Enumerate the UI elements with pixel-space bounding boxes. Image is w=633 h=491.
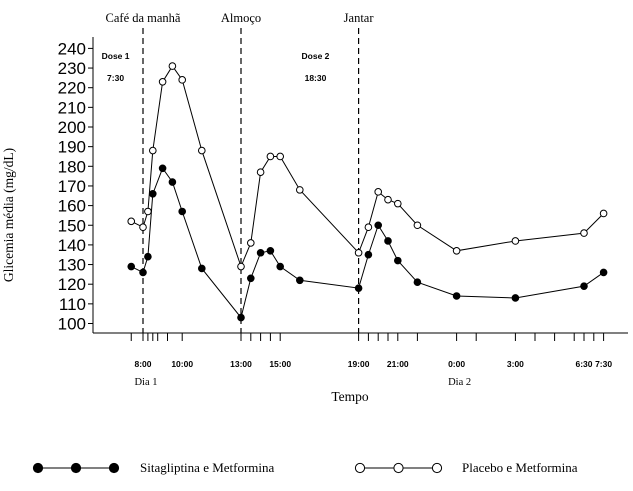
y-tick-label: 210	[58, 98, 86, 117]
data-point-placebo	[580, 229, 588, 237]
x-tick-label: 21:00	[387, 359, 409, 369]
data-point-sitagliptina	[139, 268, 147, 277]
data-point-placebo	[158, 78, 167, 86]
data-point-sitagliptina	[149, 190, 157, 198]
y-tick-label: 220	[58, 79, 86, 98]
data-point-placebo	[276, 152, 285, 161]
y-tick-label: 180	[58, 157, 86, 176]
data-point-sitagliptina	[296, 276, 304, 285]
y-tick-label: 240	[58, 39, 86, 58]
y-tick-label: 230	[58, 59, 86, 78]
meal-label: Café da manhã	[106, 11, 181, 25]
y-tick-label: 110	[59, 295, 86, 314]
legend-marker	[108, 462, 120, 474]
legend-label: Placebo e Metformina	[462, 460, 578, 475]
legend-marker	[32, 462, 44, 474]
x-tick-label: 10:00	[171, 359, 193, 369]
x-tick-label: 7:30	[595, 359, 612, 369]
legend-marker	[431, 462, 443, 474]
y-tick-label: 150	[58, 216, 86, 235]
data-point-placebo	[198, 146, 206, 155]
data-point-sitagliptina	[599, 268, 608, 277]
legend-marker	[70, 462, 82, 474]
data-point-sitagliptina	[237, 313, 245, 322]
data-point-placebo	[149, 146, 157, 155]
day-label: Dia 1	[134, 377, 157, 388]
data-point-placebo	[374, 188, 383, 196]
y-tick-label: 160	[58, 197, 86, 216]
data-point-sitagliptina	[266, 246, 275, 255]
y-tick-label: 130	[58, 256, 86, 275]
data-point-placebo	[237, 262, 245, 271]
data-point-placebo	[168, 62, 177, 70]
data-point-sitagliptina	[178, 207, 186, 216]
x-tick-label: 19:00	[348, 359, 370, 369]
data-point-placebo	[266, 152, 275, 161]
data-point-sitagliptina	[413, 278, 422, 287]
data-point-placebo	[247, 239, 255, 247]
x-tick-label: 3:00	[507, 359, 524, 369]
dose-label: Dose 1	[102, 51, 130, 61]
data-point-sitagliptina	[256, 248, 265, 257]
meal-label: Almoço	[221, 11, 261, 25]
data-point-placebo	[394, 199, 402, 208]
data-point-sitagliptina	[144, 252, 152, 261]
x-tick-label: 8:00	[134, 359, 151, 369]
series-line-sitagliptina	[131, 167, 604, 319]
y-tick-label: 100	[58, 315, 86, 334]
legend-marker	[393, 462, 404, 474]
dose-time: 7:30	[107, 73, 124, 83]
data-point-sitagliptina	[374, 221, 383, 230]
data-point-sitagliptina	[364, 250, 373, 259]
data-point-placebo	[139, 223, 147, 232]
data-point-sitagliptina	[354, 284, 363, 292]
data-point-sitagliptina	[580, 282, 588, 290]
y-tick-label: 170	[58, 177, 86, 196]
data-point-placebo	[413, 221, 422, 230]
data-point-sitagliptina	[127, 262, 136, 271]
y-tick-label: 120	[58, 275, 86, 294]
x-tick-label: 0:00	[448, 359, 465, 369]
data-point-placebo	[364, 223, 373, 232]
data-point-placebo	[384, 195, 392, 204]
series-line-placebo	[131, 65, 604, 268]
data-point-placebo	[599, 209, 608, 218]
day-label: Dia 2	[448, 377, 471, 388]
data-point-sitagliptina	[198, 264, 206, 273]
data-point-sitagliptina	[511, 294, 520, 302]
data-point-placebo	[127, 217, 136, 226]
dose-time: 18:30	[305, 73, 327, 83]
data-point-placebo	[256, 168, 265, 176]
meal-label: Jantar	[344, 11, 375, 25]
data-point-placebo	[178, 76, 186, 84]
data-point-placebo	[452, 246, 461, 255]
x-tick-label: 15:00	[269, 359, 291, 369]
data-point-placebo	[354, 248, 363, 257]
data-point-placebo	[144, 207, 152, 216]
x-tick-label: 6:30	[575, 359, 592, 369]
data-point-sitagliptina	[276, 262, 285, 271]
dose-label: Dose 2	[302, 51, 330, 61]
data-point-sitagliptina	[452, 292, 461, 300]
y-axis-title: Glicemia média (mg/dL)	[1, 148, 16, 282]
x-tick-label: 13:00	[230, 359, 252, 369]
y-tick-label: 200	[58, 118, 86, 137]
legend-label: Sitagliptina e Metformina	[140, 460, 275, 475]
legend-marker	[354, 462, 366, 474]
data-point-sitagliptina	[168, 178, 177, 186]
data-point-sitagliptina	[158, 164, 167, 173]
data-point-placebo	[511, 237, 520, 245]
x-axis-title: Tempo	[331, 389, 369, 404]
data-point-sitagliptina	[394, 256, 402, 265]
data-point-sitagliptina	[247, 274, 255, 283]
y-tick-label: 190	[58, 138, 86, 157]
data-point-sitagliptina	[384, 237, 392, 245]
y-tick-label: 140	[58, 236, 86, 255]
data-point-placebo	[296, 186, 304, 194]
